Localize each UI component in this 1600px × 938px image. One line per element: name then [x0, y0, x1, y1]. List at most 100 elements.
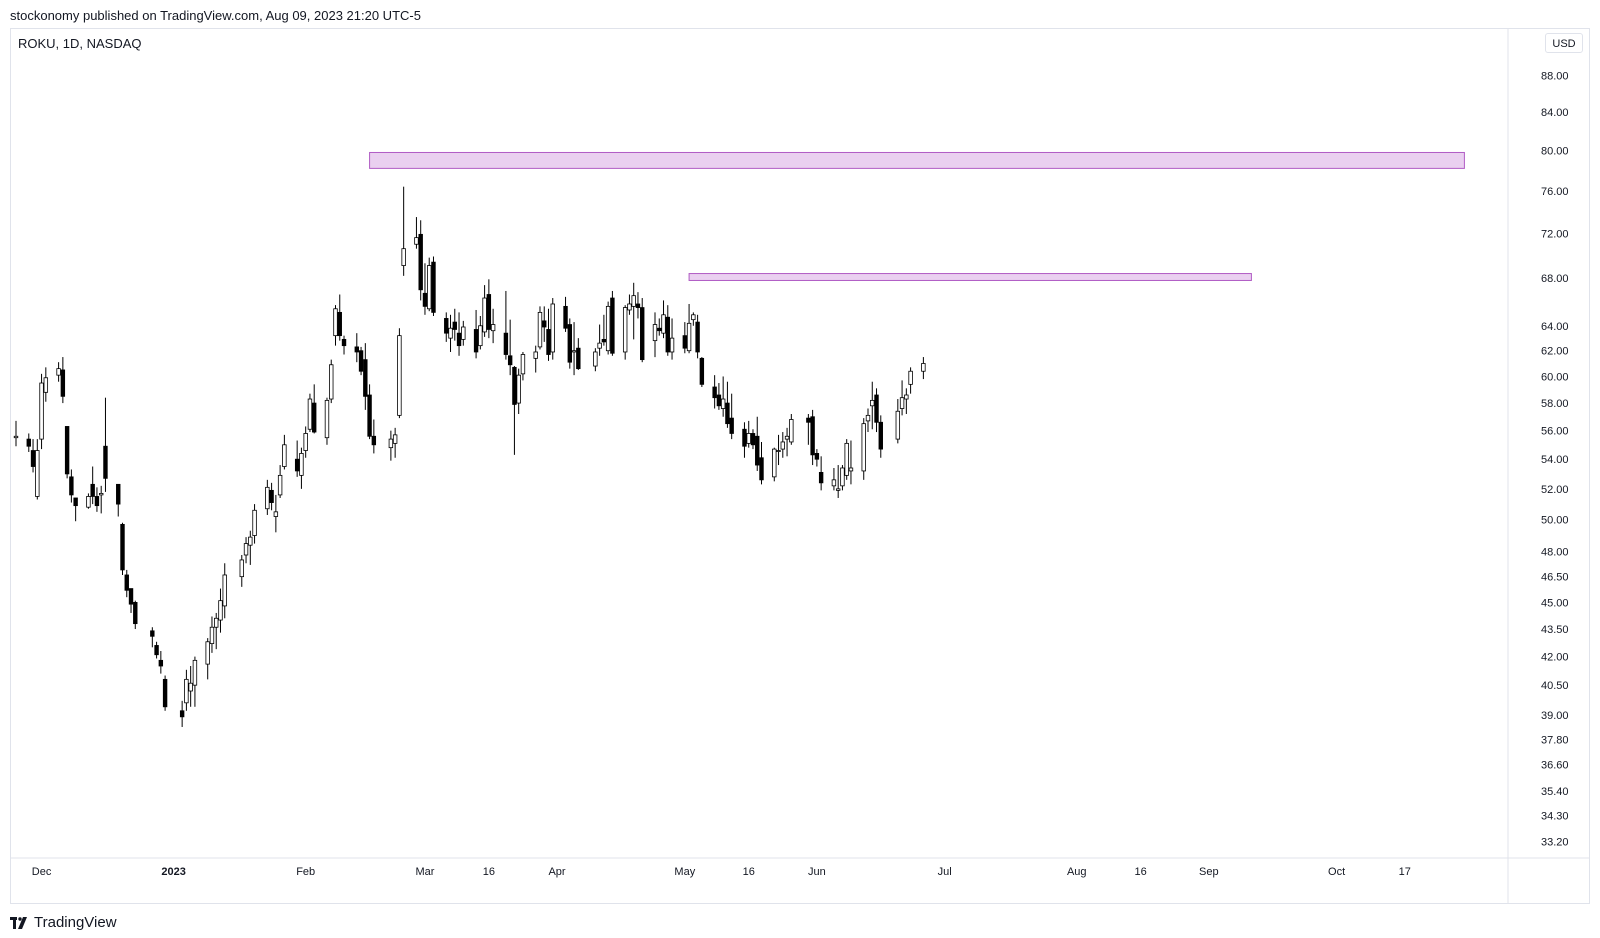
candle [478, 316, 483, 350]
candle [563, 296, 568, 332]
y-tick-label: 46.50 [1541, 572, 1569, 584]
candle-body [870, 399, 875, 407]
y-tick-label: 68.00 [1541, 273, 1569, 285]
candle-body [56, 368, 61, 376]
candle-body [116, 483, 121, 505]
candle [546, 308, 551, 361]
candle-body [520, 354, 526, 375]
candle [755, 416, 760, 471]
candle [571, 322, 577, 376]
candle-body [861, 423, 866, 472]
candle [746, 420, 751, 448]
candle [243, 537, 249, 564]
candle [184, 669, 189, 711]
candle [835, 465, 841, 498]
candle-body [806, 417, 811, 423]
candle-body [478, 325, 483, 347]
candle-body [652, 324, 658, 342]
candle [720, 376, 726, 417]
candle-body [99, 492, 104, 496]
candle [154, 641, 159, 659]
candle [209, 616, 215, 653]
x-tick-label: Mar [415, 866, 434, 878]
candle [686, 303, 692, 354]
candle-body [622, 307, 628, 353]
candle [635, 292, 641, 319]
candle [120, 522, 125, 575]
candle [597, 324, 602, 356]
candle [490, 308, 496, 344]
candle-body [86, 496, 91, 508]
candle-body [755, 435, 760, 466]
candle [870, 381, 875, 430]
candle-body [627, 303, 632, 311]
candle-body [427, 265, 432, 310]
candle [116, 483, 121, 517]
candle [35, 439, 40, 500]
candle-body [784, 435, 790, 440]
candle-body [921, 363, 926, 372]
y-tick-label: 84.00 [1541, 107, 1569, 119]
candle-body [818, 472, 824, 484]
candle-body [341, 338, 347, 347]
x-tick-label: 16 [743, 866, 755, 878]
candle [422, 263, 428, 315]
currency-button[interactable]: USD [1545, 33, 1583, 53]
candle-body [640, 307, 645, 361]
candle-body [593, 351, 598, 367]
candle-body [516, 374, 521, 404]
candle [294, 440, 300, 477]
candle-body [367, 394, 372, 437]
candle [665, 305, 670, 356]
candle-body [311, 402, 317, 433]
candle-body [550, 303, 555, 353]
candle [729, 393, 734, 440]
candle [103, 397, 108, 492]
candle [814, 449, 820, 467]
candle-body [35, 450, 40, 497]
candle-body [418, 233, 423, 291]
y-tick-label: 56.00 [1541, 426, 1569, 438]
candle-body [597, 342, 602, 349]
candle-body [64, 426, 70, 475]
candle [252, 504, 257, 544]
candle [311, 384, 317, 434]
candle-body [128, 588, 134, 605]
tradingview-logo-icon [10, 916, 27, 929]
candle [99, 485, 104, 514]
candle [640, 298, 645, 363]
candle [444, 312, 449, 342]
candle-body [878, 421, 883, 450]
x-tick-label: Dec [32, 866, 52, 878]
candle [861, 418, 866, 480]
y-tick-label: 43.50 [1541, 624, 1569, 636]
candle [222, 563, 227, 619]
candle-body [13, 435, 19, 439]
candle [333, 305, 338, 346]
y-tick-label: 80.00 [1541, 146, 1569, 158]
candle [427, 257, 432, 312]
candle [652, 312, 658, 358]
candle-body [239, 559, 244, 578]
candle [661, 300, 666, 339]
candle-body [282, 444, 287, 467]
candle-body [848, 467, 854, 472]
candle [520, 351, 526, 381]
candle-body [682, 335, 688, 349]
candle-body [452, 321, 457, 330]
candle-body [243, 543, 249, 556]
candle-body [294, 458, 300, 472]
candle-body [218, 600, 223, 621]
candle-body [507, 355, 513, 366]
candle [516, 368, 521, 414]
candle [904, 388, 909, 414]
chart-frame [10, 28, 1590, 904]
candle-body [90, 483, 95, 497]
candle [43, 367, 49, 402]
candle [418, 220, 423, 301]
candle [533, 345, 538, 373]
candle-body [73, 497, 78, 507]
y-tick-label: 64.00 [1541, 321, 1569, 333]
footer-brand[interactable]: TradingView [10, 914, 117, 931]
